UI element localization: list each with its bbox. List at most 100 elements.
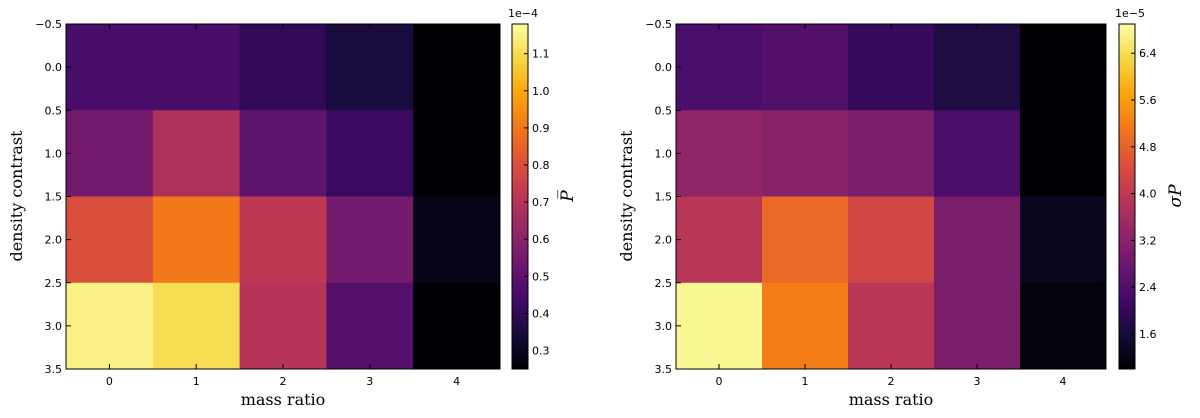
x-tick-label: 4 [453,375,460,388]
x-tick-label: 4 [1060,375,1067,388]
heatmap-cell [326,282,414,370]
y-tick-label: 3.0 [45,320,63,333]
heatmap-panel-right: 0 1 2 3 4 −0.5 0.0 0.5 1.0 1.5 2.0 2.5 3.0 3.5 mass r… [617,7,1186,409]
x-tick-label: 3 [366,375,373,388]
colorbar-tick-label: 6.4 [1139,47,1157,60]
heatmap-cell [1020,196,1107,284]
axis-ticks: 0 1 2 3 4 −0.5 0.0 0.5 1.0 1.5 2.0 2.5 3.0 3.5 [645,18,1106,388]
colorbar-gradient [511,23,529,370]
heatmap-cell [413,110,501,197]
heatmap-cell [934,282,1021,370]
heatmap-cell [1020,282,1107,370]
x-tick-label: 1 [193,375,200,388]
colorbar-tick-label: 0.3 [532,344,550,357]
heatmap-cell [66,282,154,370]
heatmap-cell [848,24,935,111]
heatmap-cell [66,24,154,111]
colorbar-tick-label: 2.4 [1139,281,1157,294]
heatmap-cell [326,110,414,197]
x-tick-label: 1 [802,375,809,388]
heatmap-cell [239,196,327,284]
heatmap-cell [152,196,241,284]
heatmap-cell [762,282,849,370]
heatmap-cell [152,24,241,111]
colorbar-label: σP [1166,184,1186,208]
axis-ticks: 0 1 2 3 4 −0.5 0.0 0.5 1.0 1.5 2.0 2.5 3.0 3.5 [35,18,500,388]
heatmap-panel-left: 0 1 2 3 4 −0.5 0.0 0.5 1.0 1.5 2.0 2.5 3.0 3.5 mass r… [7,7,578,409]
heatmap-cell [239,24,327,111]
heatmap-cell [676,110,763,197]
y-tick-label: 2.0 [45,234,63,247]
heatmap-cell [413,282,501,370]
heatmap-cells [676,24,1107,370]
heatmap-cell [152,110,241,197]
heatmap-cell [934,196,1021,284]
y-tick-label: 0.0 [45,61,63,74]
colorbar-exponent: 1e−5 [1115,7,1145,20]
heatmap-cell [676,282,763,370]
colorbar-tick-label: 0.7 [532,196,550,209]
colorbar-tick-label: 0.9 [532,122,550,135]
heatmap-cell [848,196,935,284]
y-tick-label: 0.0 [655,61,673,74]
y-tick-label: 1.5 [45,191,63,204]
y-tick-label: 0.5 [45,104,63,117]
heatmap-cell [676,24,763,111]
colorbar-tick-label: 4.8 [1139,141,1157,154]
x-tick-label: 3 [974,375,981,388]
heatmap-cell [848,282,935,370]
heatmap-cell [1020,110,1107,197]
colorbar-tick-label: 0.6 [532,233,550,246]
y-tick-label: 2.5 [655,277,673,290]
heatmap-cell [66,110,154,197]
colorbar-tick-label: 0.4 [532,307,550,320]
y-tick-label: 3.0 [655,320,673,333]
heatmap-cell [239,110,327,197]
y-tick-label: −0.5 [35,18,62,31]
y-tick-label: 3.5 [45,363,63,376]
heatmap-cell [762,196,849,284]
colorbar: 0.3 0.4 0.5 0.6 0.7 0.8 0.9 1.0 1.1 1e−4 P̅ [508,7,578,370]
heatmap-cell [1020,24,1107,111]
heatmap-cell [762,24,849,111]
heatmap-cell [66,196,154,284]
colorbar-tick-label: 1.6 [1139,328,1157,341]
x-axis-label: mass ratio [849,390,934,409]
heatmap-cell [934,24,1021,111]
colorbar-label: P̅ [557,190,578,203]
colorbar-exponent: 1e−4 [508,7,538,20]
heatmap-cell [326,196,414,284]
colorbar-tick-label: 0.5 [532,270,550,283]
heatmap-cell [934,110,1021,197]
heatmap-cell [676,196,763,284]
heatmap-cell [413,24,501,111]
y-tick-label: 2.5 [45,277,63,290]
heatmap-cell [848,110,935,197]
colorbar-tick-label: 4.0 [1139,188,1157,201]
y-tick-label: −0.5 [645,18,672,31]
y-tick-label: 3.5 [655,363,673,376]
heatmap-cell [326,24,414,111]
x-axis-label: mass ratio [241,390,326,409]
y-tick-label: 1.0 [655,147,673,160]
colorbar-tick-label: 3.2 [1139,234,1157,247]
y-tick-label: 0.5 [655,104,673,117]
colorbar-gradient [1118,23,1136,370]
colorbar-ticks: 0.3 0.4 0.5 0.6 0.7 0.8 0.9 1.0 1.1 [524,48,550,357]
colorbar-tick-label: 5.6 [1139,94,1157,107]
heatmap-cell [239,282,327,370]
y-tick-label: 2.0 [655,234,673,247]
y-axis-label: density contrast [617,130,636,262]
y-axis-label: density contrast [7,130,26,262]
colorbar: 1.6 2.4 3.2 4.0 4.8 5.6 6.4 1e−5 σP [1115,7,1186,370]
colorbar-ticks: 1.6 2.4 3.2 4.0 4.8 5.6 6.4 [1131,47,1157,341]
x-tick-label: 0 [716,375,723,388]
heatmap-cell [413,196,501,284]
y-tick-label: 1.0 [45,147,63,160]
colorbar-tick-label: 1.0 [532,85,550,98]
x-tick-label: 2 [888,375,895,388]
x-tick-label: 2 [280,375,287,388]
y-tick-label: 1.5 [655,191,673,204]
colorbar-tick-label: 1.1 [532,48,550,61]
